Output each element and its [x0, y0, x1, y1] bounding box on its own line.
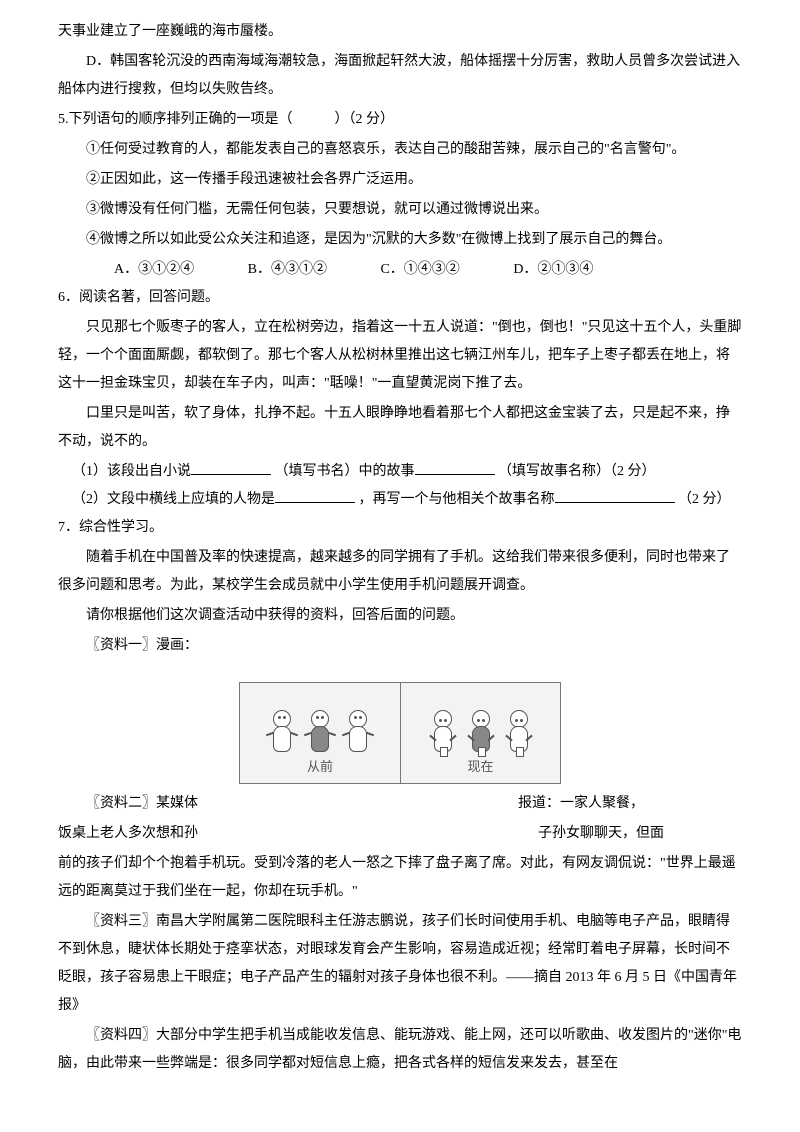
q7-m2a: 〖资料二〗某媒体	[86, 796, 198, 811]
blank-story[interactable]	[415, 458, 495, 475]
q7-material-3: 〖资料三〗南昌大学附属第二医院眼科主任游志鹏说，孩子们长时间使用手机、电脑等电子…	[58, 908, 742, 1020]
q7-m2-line1: 〖资料二〗某媒体 报道：一家人聚餐，	[58, 790, 742, 818]
blank-related-story[interactable]	[555, 486, 675, 503]
q6-sub2-b: ，再写一个与他相关个故事名称	[359, 492, 555, 507]
q5-s4: ④微博之所以如此受公众关注和追逐，是因为"沉默的大多数"在微博上找到了展示自己的…	[58, 226, 742, 254]
blank-book[interactable]	[191, 458, 271, 475]
q7-m2-line2: 饭桌上老人多次想和孙 子孙女聊聊天，但面	[58, 820, 742, 848]
comic-caption-now: 现在	[467, 754, 493, 783]
q6-sub1-b: （填写书名）中的故事	[275, 464, 415, 479]
q7-m2b: 报道：一家人聚餐，	[518, 796, 644, 811]
comic-panel-before: 从前	[240, 683, 400, 783]
comic-caption-before: 从前	[307, 754, 333, 783]
q6-sub2-c: （2 分）	[678, 492, 731, 507]
comic-container: 从前 现在	[58, 682, 742, 784]
q6-sub1: （1）该段出自小说 （填写书名）中的故事 （填写故事名称）（2 分）	[58, 458, 742, 486]
frag-top-line: 天事业建立了一座巍峨的海市蜃楼。	[58, 18, 742, 46]
q6-sub1-c: （填写故事名称）（2 分）	[498, 464, 656, 479]
q7-intro-2: 请你根据他们这次调查活动中获得的资料，回答后面的问题。	[58, 602, 742, 630]
q6-sub2-a: （2）文段中横线上应填的人物是	[72, 492, 275, 507]
q7-m2c: 饭桌上老人多次想和孙	[58, 826, 198, 841]
q7-m2-line3: 前的孩子们却个个抱着手机玩。受到冷落的老人一怒之下摔了盘子离了席。对此，有网友调…	[58, 850, 742, 906]
figure	[466, 710, 496, 752]
q7-m2d: 子孙女聊聊天，但面	[538, 826, 664, 841]
option-d-prev: D．韩国客轮沉没的西南海域海潮较急，海面掀起轩然大波，船体摇摆十分厉害，救助人员…	[58, 48, 742, 104]
figure	[428, 710, 458, 752]
q6-sub2: （2）文段中横线上应填的人物是 ，再写一个与他相关个故事名称 （2 分）	[58, 486, 742, 514]
q5-opt-a[interactable]: A．③①②④	[114, 256, 194, 284]
q5-options: A．③①②④ B．④③①② C．①④③② D．②①③④	[114, 256, 742, 284]
figure	[305, 710, 335, 752]
q6-stem: 6．阅读名著，回答问题。	[58, 284, 742, 312]
q5-opt-d[interactable]: D．②①③④	[513, 256, 593, 284]
q5-s2: ②正因如此，这一传播手段迅速被社会各界广泛运用。	[58, 166, 742, 194]
q6-passage-1: 只见那七个贩枣子的客人，立在松树旁边，指着这一十五人说道："倒也，倒也！"只见这…	[58, 314, 742, 398]
q5-opt-b[interactable]: B．④③①②	[248, 256, 327, 284]
q5-stem: 5.下列语句的顺序排列正确的一项是（ ）（2 分）	[58, 106, 742, 134]
comic-panel-now: 现在	[400, 683, 560, 783]
q5-opt-c[interactable]: C．①④③②	[380, 256, 459, 284]
q7-material-4: 〖资料四〗大部分中学生把手机当成能收发信息、能玩游戏、能上网，还可以听歌曲、收发…	[58, 1022, 742, 1078]
blank-person[interactable]	[275, 486, 355, 503]
figure	[504, 710, 534, 752]
q7-material-1-label: 〖资料一〗漫画：	[58, 632, 742, 660]
q6-sub1-a: （1）该段出自小说	[72, 464, 191, 479]
q7-intro-1: 随着手机在中国普及率的快速提高，越来越多的同学拥有了手机。这给我们带来很多便利，…	[58, 544, 742, 600]
q7-material-2: 〖资料二〗某媒体 报道：一家人聚餐， 饭桌上老人多次想和孙 子孙女聊聊天，但面 前的…	[58, 790, 742, 906]
figure	[343, 710, 373, 752]
figure	[267, 710, 297, 752]
comic-before-figures	[267, 683, 373, 752]
comic-now-figures	[428, 683, 534, 752]
q5-s3: ③微博没有任何门槛，无需任何包装，只要想说，就可以通过微博说出来。	[58, 196, 742, 224]
q7-stem: 7．综合性学习。	[58, 514, 742, 542]
q5-s1: ①任何受过教育的人，都能发表自己的喜怒哀乐，表达自己的酸甜苦辣，展示自己的"名言…	[58, 136, 742, 164]
q6-passage-2: 口里只是叫苦，软了身体，扎挣不起。十五人眼睁睁地看着那七个人都把这金宝装了去，只…	[58, 400, 742, 456]
comic: 从前 现在	[239, 682, 561, 784]
